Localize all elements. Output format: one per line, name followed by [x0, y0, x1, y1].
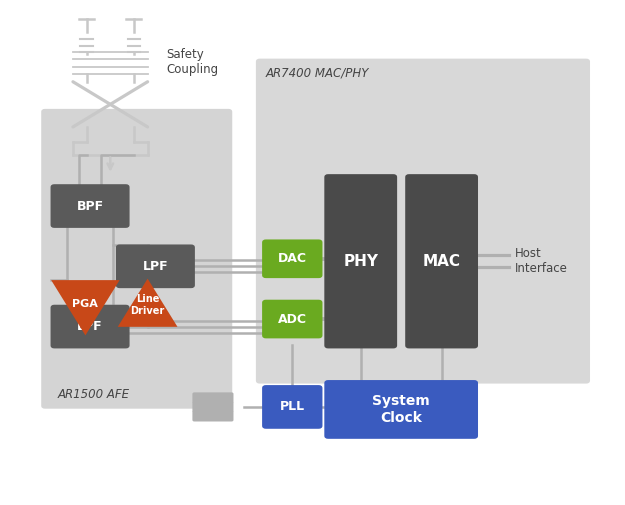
Text: PLL: PLL [280, 400, 305, 414]
FancyBboxPatch shape [192, 411, 234, 422]
FancyBboxPatch shape [192, 401, 234, 413]
FancyBboxPatch shape [51, 305, 129, 348]
Polygon shape [118, 279, 178, 327]
Text: MAC: MAC [422, 254, 461, 269]
FancyBboxPatch shape [41, 109, 232, 409]
Text: PGA: PGA [72, 298, 98, 309]
FancyBboxPatch shape [324, 380, 478, 439]
Text: Host
Interface: Host Interface [515, 247, 568, 275]
Text: Safety
Coupling: Safety Coupling [166, 47, 218, 76]
Text: PHY: PHY [343, 254, 378, 269]
Text: System
Clock: System Clock [372, 394, 430, 425]
FancyBboxPatch shape [405, 174, 478, 348]
Text: AR1500 AFE: AR1500 AFE [58, 388, 129, 400]
FancyBboxPatch shape [192, 392, 234, 403]
FancyBboxPatch shape [256, 59, 590, 384]
Text: BPF: BPF [76, 199, 104, 213]
Text: AR7400 MAC/PHY: AR7400 MAC/PHY [266, 66, 369, 79]
Text: Line
Driver: Line Driver [131, 294, 165, 316]
FancyBboxPatch shape [262, 385, 322, 429]
Text: LPF: LPF [142, 260, 168, 273]
FancyBboxPatch shape [324, 174, 397, 348]
Text: LPF: LPF [78, 320, 103, 333]
FancyBboxPatch shape [262, 299, 322, 338]
Polygon shape [51, 280, 119, 335]
FancyBboxPatch shape [262, 239, 322, 278]
FancyBboxPatch shape [51, 184, 129, 228]
Text: DAC: DAC [278, 252, 307, 265]
Text: ADC: ADC [278, 313, 307, 326]
FancyBboxPatch shape [116, 244, 195, 288]
